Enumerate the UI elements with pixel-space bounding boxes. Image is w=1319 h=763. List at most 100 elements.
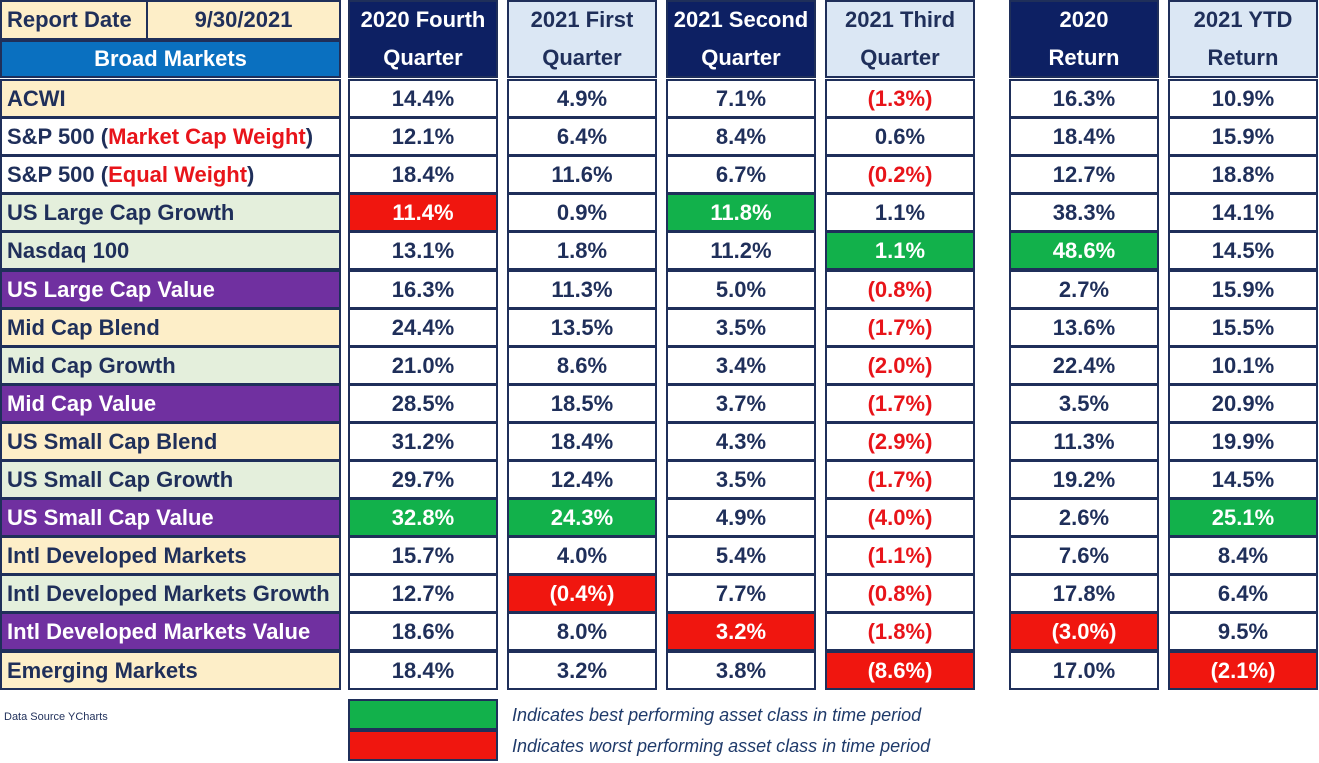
value-cell: (1.7%)	[825, 460, 975, 499]
value-cell: 14.4%	[348, 79, 498, 118]
row-label: US Small Cap Blend	[0, 422, 341, 461]
value-cell: 15.7%	[348, 536, 498, 575]
value-cell: 16.3%	[348, 270, 498, 309]
value-cell: 3.7%	[666, 384, 816, 423]
value-cell: 8.6%	[507, 346, 657, 385]
value-cell: 2.7%	[1009, 270, 1159, 309]
row-label: ACWI	[0, 79, 341, 118]
column-header: 2021 First Quarter	[507, 0, 657, 78]
value-cell: (0.2%)	[825, 155, 975, 194]
value-cell: 11.8%	[666, 193, 816, 232]
value-cell: (2.0%)	[825, 346, 975, 385]
value-cell: (1.7%)	[825, 308, 975, 347]
value-cell: 14.5%	[1168, 231, 1318, 270]
value-cell: 1.1%	[825, 231, 975, 270]
column-header-line2: Quarter	[860, 45, 940, 70]
value-cell: (1.3%)	[825, 79, 975, 118]
value-cell: 48.6%	[1009, 231, 1159, 270]
value-cell: 6.4%	[507, 117, 657, 156]
value-cell: 25.1%	[1168, 498, 1318, 537]
row-label: US Large Cap Growth	[0, 193, 341, 232]
column-header-line1: 2020	[1059, 7, 1109, 32]
value-cell: (3.0%)	[1009, 612, 1159, 651]
row-label: Intl Developed Markets Growth	[0, 574, 341, 613]
value-cell: 31.2%	[348, 422, 498, 461]
value-cell: 0.9%	[507, 193, 657, 232]
value-cell: 8.4%	[666, 117, 816, 156]
column-header: 2020 Fourth Quarter	[348, 0, 498, 78]
report-date-label: Report Date	[0, 0, 148, 40]
column-header-line2: Return	[1207, 45, 1279, 70]
section-title: Broad Markets	[0, 40, 341, 78]
data-source-note: Data Source YCharts	[4, 711, 108, 723]
value-cell: 5.4%	[666, 536, 816, 575]
column-header-line1: 2021 Third	[844, 7, 956, 32]
value-cell: 10.1%	[1168, 346, 1318, 385]
value-cell: 18.4%	[507, 422, 657, 461]
row-label: Emerging Markets	[0, 651, 341, 690]
value-cell: (2.9%)	[825, 422, 975, 461]
value-cell: 3.8%	[666, 651, 816, 690]
value-cell: 20.9%	[1168, 384, 1318, 423]
value-cell: 12.4%	[507, 460, 657, 499]
row-label: US Large Cap Value	[0, 270, 341, 309]
value-cell: 22.4%	[1009, 346, 1159, 385]
value-cell: 13.5%	[507, 308, 657, 347]
value-cell: 18.8%	[1168, 155, 1318, 194]
column-header-line1: 2021 YTD	[1193, 7, 1293, 32]
row-label: Mid Cap Growth	[0, 346, 341, 385]
value-cell: 7.6%	[1009, 536, 1159, 575]
value-cell: 7.7%	[666, 574, 816, 613]
value-cell: (0.8%)	[825, 270, 975, 309]
value-cell: 14.1%	[1168, 193, 1318, 232]
value-cell: 3.5%	[1009, 384, 1159, 423]
row-label-emphasis: Market Cap Weight	[108, 123, 306, 149]
column-header-line2: Quarter	[701, 45, 781, 70]
value-cell: (2.1%)	[1168, 651, 1318, 690]
legend-worst-swatch	[348, 730, 498, 761]
column-header: 2021 Third Quarter	[825, 0, 975, 78]
value-cell: 3.5%	[666, 460, 816, 499]
row-label: S&P 500 (Equal Weight)	[0, 155, 341, 194]
value-cell: 11.3%	[507, 270, 657, 309]
value-cell: (0.4%)	[507, 574, 657, 613]
value-cell: 4.3%	[666, 422, 816, 461]
value-cell: 28.5%	[348, 384, 498, 423]
value-cell: (1.8%)	[825, 612, 975, 651]
value-cell: (1.1%)	[825, 536, 975, 575]
row-label: Mid Cap Value	[0, 384, 341, 423]
row-label: Intl Developed Markets	[0, 536, 341, 575]
value-cell: 16.3%	[1009, 79, 1159, 118]
column-header-line1: 2021 First	[530, 7, 634, 32]
value-cell: 4.0%	[507, 536, 657, 575]
row-label: US Small Cap Growth	[0, 460, 341, 499]
value-cell: 12.7%	[1009, 155, 1159, 194]
value-cell: 9.5%	[1168, 612, 1318, 651]
value-cell: 0.6%	[825, 117, 975, 156]
column-header-line2: Quarter	[383, 45, 463, 70]
column-header: 2021 Second Quarter	[666, 0, 816, 78]
value-cell: 17.0%	[1009, 651, 1159, 690]
value-cell: 11.6%	[507, 155, 657, 194]
value-cell: 18.4%	[1009, 117, 1159, 156]
value-cell: 4.9%	[666, 498, 816, 537]
value-cell: 11.2%	[666, 231, 816, 270]
value-cell: (0.8%)	[825, 574, 975, 613]
value-cell: 15.9%	[1168, 117, 1318, 156]
column-header-line2: Return	[1048, 45, 1120, 70]
value-cell: 11.3%	[1009, 422, 1159, 461]
row-label: S&P 500 (Market Cap Weight)	[0, 117, 341, 156]
row-label-emphasis: Equal Weight	[108, 161, 248, 187]
column-header-line1: 2020 Fourth	[360, 7, 486, 32]
value-cell: (4.0%)	[825, 498, 975, 537]
value-cell: 32.8%	[348, 498, 498, 537]
value-cell: 5.0%	[666, 270, 816, 309]
value-cell: 24.4%	[348, 308, 498, 347]
value-cell: 21.0%	[348, 346, 498, 385]
legend-best-text: Indicates best performing asset class in…	[512, 705, 922, 725]
value-cell: 6.4%	[1168, 574, 1318, 613]
value-cell: 3.2%	[507, 651, 657, 690]
value-cell: 8.0%	[507, 612, 657, 651]
value-cell: 11.4%	[348, 193, 498, 232]
value-cell: 15.5%	[1168, 308, 1318, 347]
